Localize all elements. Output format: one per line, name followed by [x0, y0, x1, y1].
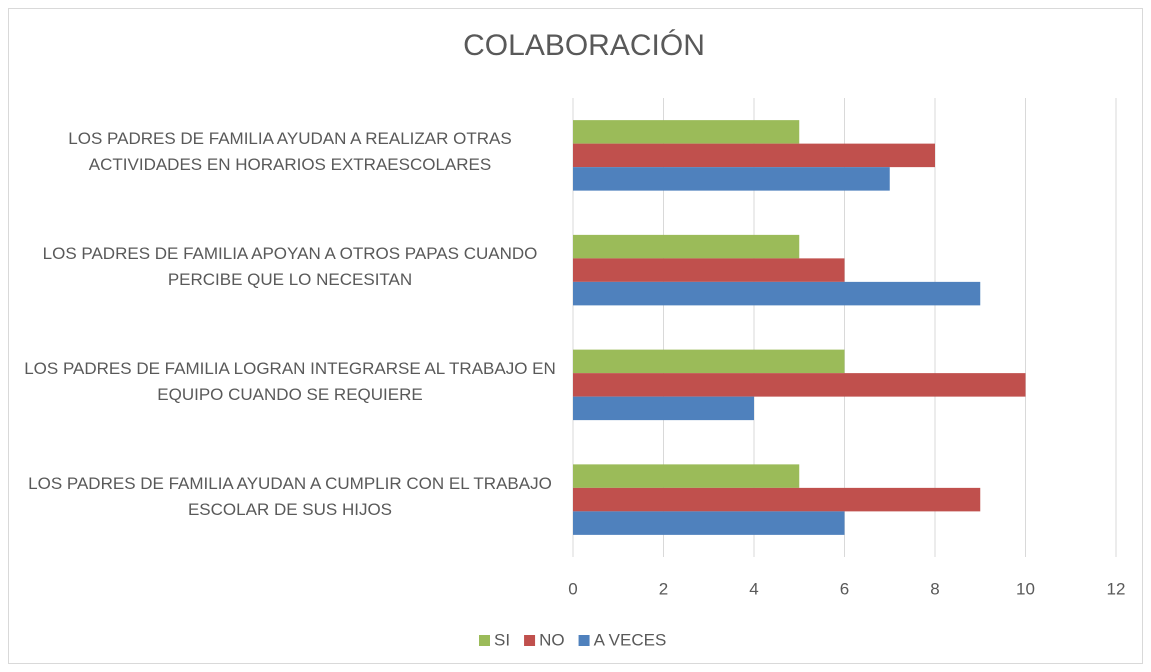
- category-label: LOS PADRES DE FAMILIA AYUDAN A REALIZAR …: [68, 129, 512, 175]
- legend-swatch: [578, 635, 590, 646]
- chart-frame: [8, 8, 1143, 664]
- legend-label: NO: [539, 630, 565, 649]
- bar: [573, 167, 890, 191]
- bar: [573, 120, 800, 144]
- bar: [573, 349, 845, 374]
- category-label: LOS PADRES DE FAMILIA APOYAN A OTROS PAP…: [42, 244, 538, 290]
- x-tick-label: 12: [1107, 579, 1126, 598]
- x-tick-label: 2: [659, 579, 668, 598]
- bar: [573, 234, 800, 259]
- bar: [573, 258, 845, 282]
- legend-label: A VECES: [594, 630, 667, 649]
- legend-swatch: [524, 635, 536, 646]
- bar: [573, 281, 981, 306]
- legend-label: SI: [494, 630, 510, 649]
- bar: [573, 487, 981, 512]
- chart-title: COLABORACIÓN: [463, 29, 705, 62]
- legend-swatch: [479, 635, 490, 646]
- category-label: LOS PADRES DE FAMILIA LOGRAN INTEGRARSE …: [24, 358, 556, 404]
- category-label: LOS PADRES DE FAMILIA AYUDAN A CUMPLIR C…: [28, 473, 552, 519]
- bar: [573, 396, 754, 421]
- bar: [573, 143, 935, 168]
- bar: [573, 511, 845, 535]
- bar: [573, 464, 800, 488]
- bar: [573, 373, 1026, 397]
- x-tick-label: 0: [568, 579, 577, 598]
- x-tick-label: 4: [749, 579, 758, 598]
- x-tick-label: 6: [840, 579, 849, 598]
- x-tick-label: 10: [1016, 579, 1035, 598]
- x-tick-label: 8: [930, 579, 939, 598]
